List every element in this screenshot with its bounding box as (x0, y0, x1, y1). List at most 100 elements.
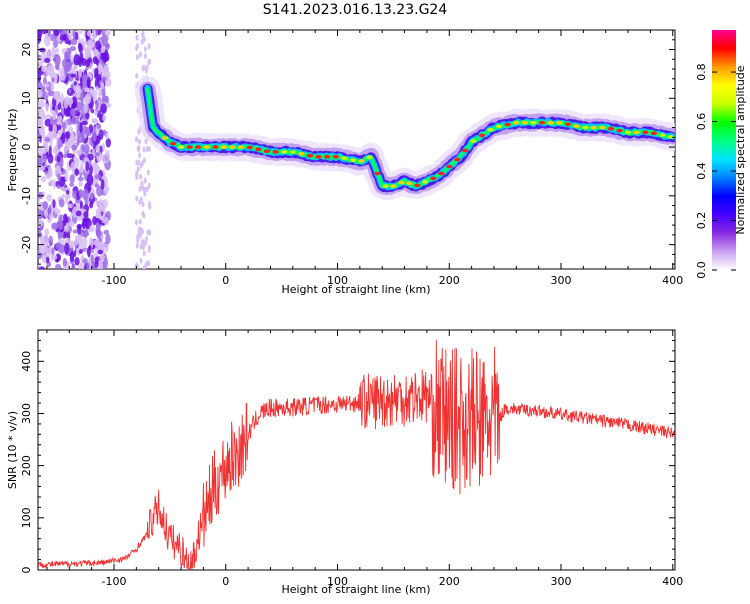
noise-speckle (55, 263, 62, 269)
noise-speckle (100, 45, 106, 54)
colorbar-gradient (712, 30, 736, 270)
noise-speckle (146, 229, 150, 236)
ridge-peak (462, 148, 469, 153)
noise-speckle (94, 110, 98, 116)
colorbar-label: Normalized spectral amplitude (734, 65, 747, 234)
noise-speckle (95, 224, 101, 237)
noise-speckle (85, 161, 90, 172)
noise-speckle (38, 145, 43, 157)
noise-speckle (103, 216, 109, 226)
snr-x-axis-label: Height of straight line (km) (281, 583, 430, 596)
x-tick-label: 100 (327, 575, 348, 588)
ridge-peak (358, 159, 365, 163)
noise-speckle (97, 62, 103, 74)
noise-speckle (69, 108, 76, 117)
noise-speckle (63, 213, 68, 222)
noise-speckle (45, 114, 52, 119)
noise-speckle (140, 228, 144, 235)
ridge-peak (495, 124, 503, 129)
noise-speckle (82, 126, 88, 134)
noise-speckle (76, 93, 81, 98)
noise-speckle (51, 254, 58, 260)
noise-speckle (103, 184, 109, 195)
noise-speckle (138, 138, 141, 145)
x-tick-label: 200 (439, 274, 460, 287)
spectrogram-x-axis-label: Height of straight line (km) (281, 283, 430, 296)
ridge-peak (220, 145, 228, 149)
noise-speckle (139, 196, 143, 203)
noise-speckle (145, 146, 149, 153)
ridge-peak (169, 141, 177, 146)
noise-speckle (38, 56, 45, 66)
noise-speckle (62, 258, 67, 267)
ridge-peak (616, 128, 623, 133)
ridge-peak (298, 152, 305, 156)
noise-speckle (94, 174, 102, 179)
noise-speckle (142, 64, 146, 71)
noise-speckle (48, 124, 53, 132)
noise-speckle (38, 230, 42, 238)
noise-speckle (51, 77, 55, 83)
noise-speckle (86, 47, 92, 58)
noise-speckle (144, 240, 148, 247)
ridge-peak (521, 120, 529, 125)
noise-speckle (39, 248, 46, 254)
noise-speckle (100, 81, 104, 90)
noise-speckle (143, 53, 147, 60)
noise-speckle (54, 53, 61, 66)
noise-speckle (100, 234, 104, 240)
noise-speckle (101, 30, 105, 36)
noise-speckle (97, 123, 102, 130)
noise-speckle (53, 48, 58, 54)
noise-speckle (91, 30, 97, 41)
ridge-peak (659, 133, 666, 137)
ridge-peak (238, 145, 245, 149)
colorbar: 0.0 0.2 0.4 0.6 0.8 Normalized spectral ampl… (695, 30, 747, 279)
noise-speckle (83, 103, 88, 114)
ridge-peak (624, 130, 632, 135)
noise-speckle (82, 144, 90, 154)
noise-speckle (38, 203, 43, 211)
spectrogram-heatmap (38, 30, 675, 269)
ridge-peak (324, 155, 331, 159)
noise-speckle (135, 72, 139, 79)
noise-speckle (78, 189, 84, 198)
ridge-peak (315, 155, 322, 159)
noise-speckle (139, 257, 143, 264)
noise-speckle (147, 59, 151, 66)
noise-speckle (66, 261, 70, 268)
ridge-peak (573, 124, 580, 128)
noise-speckle (138, 152, 142, 159)
y-tick-label: -10 (20, 187, 33, 205)
noise-speckle (59, 34, 66, 41)
ridge-peak (203, 145, 210, 149)
ridge-peak (382, 184, 389, 188)
noise-speckle (142, 212, 146, 219)
noise-speckle (142, 250, 146, 257)
noise-speckle (70, 38, 78, 46)
noise-speckle (48, 204, 52, 215)
noise-speckle (78, 43, 83, 53)
ridge-peak (341, 156, 348, 161)
colorbar-tick-label: 0.0 (695, 261, 708, 279)
noise-speckle (39, 219, 43, 227)
noise-speckle (43, 209, 49, 219)
noise-speckle (63, 148, 67, 154)
noise-speckle (56, 121, 60, 126)
noise-speckle (61, 194, 66, 199)
ridge-peak (272, 150, 279, 154)
noise-speckle (62, 219, 67, 227)
ridge-peak (438, 171, 445, 176)
noise-speckle (78, 56, 84, 63)
noise-speckle (42, 83, 50, 88)
ridge-peak (332, 155, 339, 159)
noise-speckle (92, 131, 97, 142)
noise-speckle (74, 257, 80, 266)
ridge-peak (478, 133, 486, 138)
noise-speckle (44, 137, 51, 142)
noise-speckle (139, 162, 143, 169)
noise-speckle (44, 34, 51, 47)
noise-speckle (90, 41, 95, 48)
noise-speckle (98, 198, 104, 210)
